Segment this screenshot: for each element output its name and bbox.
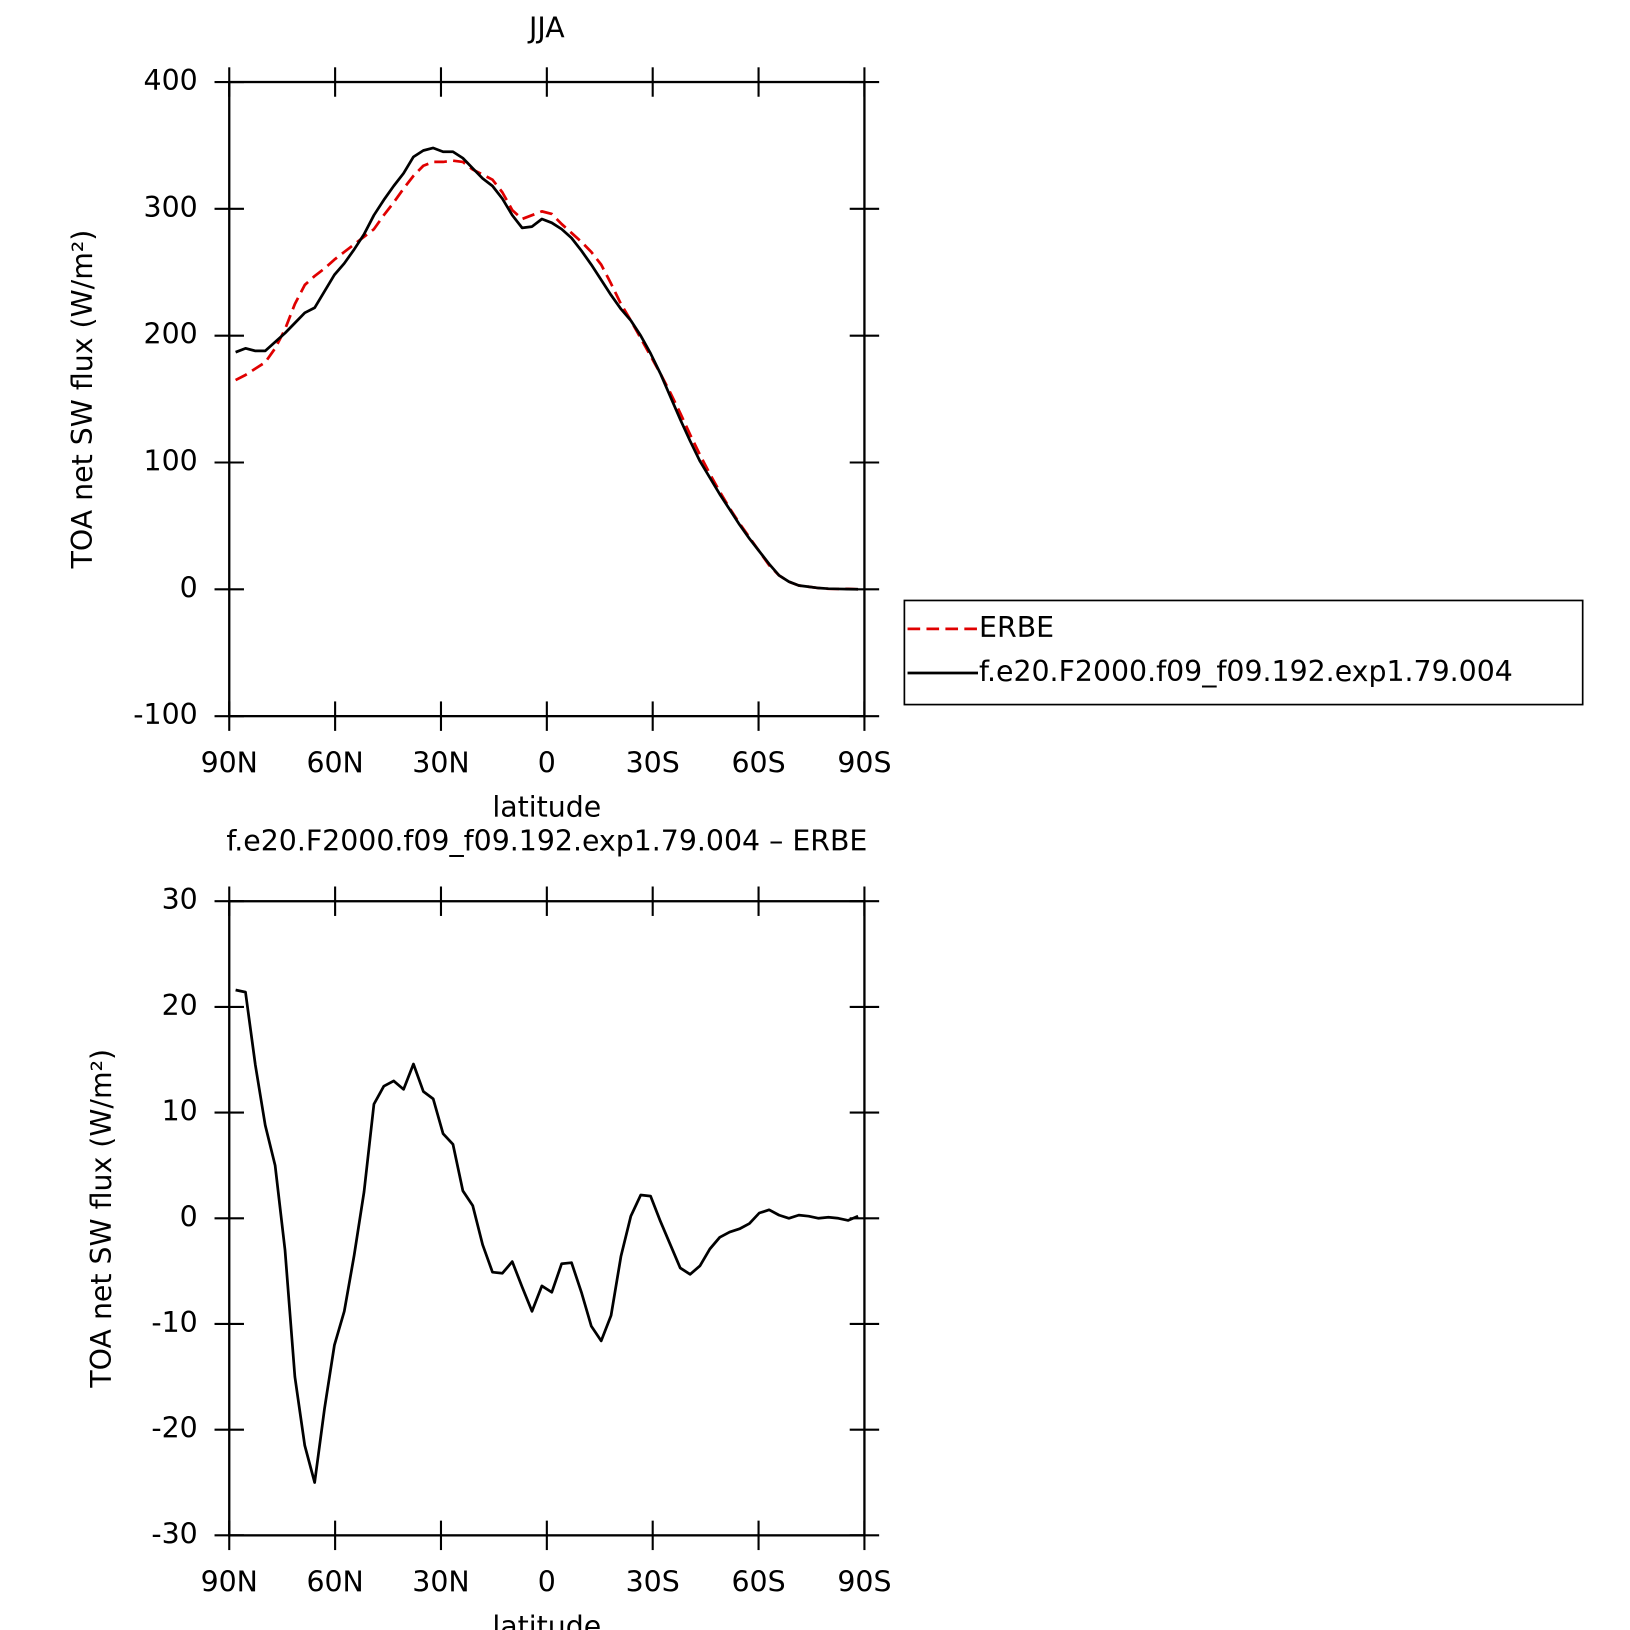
data-line	[235, 146, 859, 591]
x-tick-label: 0	[538, 747, 556, 780]
x-axis-label: latitude	[492, 1610, 601, 1630]
y-tick-label: 100	[144, 444, 198, 477]
y-tick-label: -100	[133, 698, 197, 731]
chart-title: f.e20.F2000.f09_f09.192.exp1.79.004 – ER…	[226, 824, 867, 857]
plot-frame	[228, 80, 866, 718]
x-tick-label: 60S	[732, 747, 786, 780]
y-tick-label: 0	[180, 571, 198, 604]
y-axis-label: TOA net SW flux (W/m²)	[85, 1049, 118, 1389]
legend-label: ERBE	[979, 611, 1054, 644]
chart-title: JJA	[527, 11, 565, 44]
y-tick-label: 30	[162, 883, 198, 916]
y-tick-label: 10	[162, 1095, 198, 1128]
y-tick-label: 400	[144, 64, 198, 97]
x-tick-label: 90S	[837, 747, 891, 780]
y-tick-label: -20	[151, 1412, 197, 1445]
x-tick-label: 30N	[412, 1566, 469, 1599]
y-tick-label: -10	[151, 1306, 197, 1339]
data-line	[234, 159, 859, 591]
legend-box	[903, 599, 1584, 706]
y-tick-label: 300	[144, 191, 198, 224]
plot-frame	[228, 900, 866, 1537]
x-tick-label: 60S	[732, 1566, 786, 1599]
x-tick-label: 0	[538, 1566, 556, 1599]
x-tick-label: 30S	[626, 1566, 680, 1599]
y-tick-label: 20	[162, 989, 198, 1022]
x-tick-label: 30S	[626, 747, 680, 780]
x-axis-label: latitude	[492, 791, 601, 824]
y-tick-label: 200	[144, 318, 198, 351]
legend: ERBE f.e20.F2000.f09_f09.192.exp1.79.004	[903, 599, 1584, 706]
x-tick-label: 90N	[201, 747, 258, 780]
x-tick-label: 30N	[412, 747, 469, 780]
x-tick-label: 60N	[306, 747, 363, 780]
legend-label: f.e20.F2000.f09_f09.192.exp1.79.004	[979, 655, 1513, 688]
data-line	[235, 988, 859, 1484]
y-tick-label: -30	[151, 1517, 197, 1550]
y-tick-label: 0	[180, 1200, 198, 1233]
x-tick-label: 60N	[306, 1566, 363, 1599]
y-axis-label: TOA net SW flux (W/m²)	[66, 230, 99, 570]
x-tick-label: 90N	[201, 1566, 258, 1599]
x-tick-label: 90S	[837, 1566, 891, 1599]
